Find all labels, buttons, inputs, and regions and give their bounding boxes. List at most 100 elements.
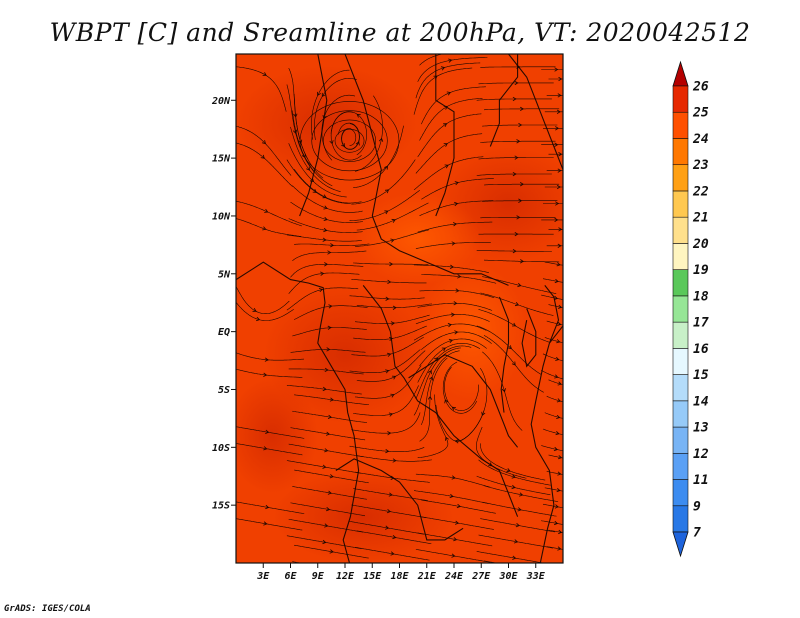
streamline — [236, 368, 303, 378]
streamline-arrow — [511, 322, 517, 327]
streamline — [548, 304, 563, 308]
streamline — [299, 101, 400, 181]
streamline-arrow — [387, 431, 392, 436]
streamline-arrow — [312, 189, 317, 193]
streamline-arrow — [517, 282, 522, 288]
streamline-arrow — [516, 215, 521, 220]
streamline — [546, 546, 563, 550]
streamline — [288, 519, 364, 533]
streamline-arrow — [451, 312, 456, 317]
streamline-arrow — [557, 243, 562, 248]
streamline-arrow — [390, 321, 395, 326]
streamline-arrow — [554, 278, 559, 284]
streamline — [286, 159, 351, 204]
streamline — [419, 98, 483, 141]
streamline — [482, 200, 558, 202]
streamline-arrow — [443, 143, 448, 147]
streamline — [353, 488, 428, 501]
plot-area — [236, 54, 563, 563]
streamline — [542, 278, 563, 283]
streamline — [236, 142, 293, 187]
streamline — [414, 264, 489, 273]
colorbar-label: 11 — [693, 473, 709, 488]
colorbar-label: 21 — [692, 211, 709, 226]
streamline-arrow — [452, 222, 458, 227]
shading-blob — [236, 65, 418, 182]
colorbar-label: 22 — [692, 184, 709, 199]
streamline-arrow — [515, 523, 520, 528]
streamline-arrow — [265, 504, 270, 510]
colorbar-segment — [672, 452, 689, 480]
streamline-arrow — [455, 288, 460, 293]
streamline — [413, 323, 487, 341]
streamline — [349, 521, 425, 535]
streamline-arrow — [451, 475, 456, 480]
streamline-arrow — [454, 330, 459, 335]
streamline-arrow — [386, 352, 392, 357]
streamline-arrow — [517, 507, 522, 512]
streamline-arrow — [512, 555, 517, 560]
streamline — [419, 338, 487, 367]
streamline-arrow — [512, 248, 517, 254]
streamline-arrow — [327, 325, 332, 330]
streamline — [546, 395, 563, 403]
streamline-arrow — [293, 113, 298, 118]
streamline — [454, 368, 488, 442]
streamline — [421, 86, 486, 125]
colorbar-segment — [672, 269, 689, 297]
streamline — [541, 445, 563, 452]
streamline-arrow — [326, 347, 331, 352]
streamline-arrow — [554, 67, 559, 72]
streamline — [476, 551, 545, 563]
streamline-arrow — [355, 141, 360, 146]
streamline — [480, 66, 556, 68]
streamline — [421, 331, 492, 350]
chart-title: WBPT [C] and Sreamline at 200hPa, VT: 20… — [49, 18, 751, 47]
streamline-arrow — [449, 264, 454, 269]
streamline-arrow — [444, 399, 449, 404]
streamline — [417, 302, 493, 311]
streamline — [286, 385, 362, 395]
streamline — [546, 471, 563, 475]
colorbar-label: 26 — [692, 80, 709, 95]
colorbar-segment — [672, 111, 689, 139]
streamline-arrow — [514, 155, 519, 160]
streamline-arrow — [386, 509, 391, 514]
streamline — [356, 303, 432, 309]
streamline — [236, 218, 302, 237]
streamline-arrow — [557, 321, 562, 326]
streamline — [413, 156, 484, 191]
streamline-arrow — [444, 164, 449, 169]
colorbar-label: 15 — [693, 368, 709, 383]
streamline — [419, 289, 495, 298]
streamline-arrow — [454, 520, 460, 525]
streamline — [480, 292, 554, 316]
x-tick-label: 21E — [417, 571, 437, 582]
streamline-arrow — [514, 80, 519, 86]
streamline — [292, 185, 363, 213]
streamline — [290, 502, 366, 517]
streamline — [353, 125, 404, 188]
streamline-arrow — [514, 302, 520, 307]
streamline — [476, 325, 542, 375]
streamline-arrow — [512, 96, 517, 102]
streamline — [442, 361, 477, 414]
streamline — [356, 530, 432, 544]
streamline-arrow — [384, 189, 390, 194]
streamline-arrow — [264, 208, 269, 213]
streamline-arrow — [385, 525, 390, 530]
coastline — [498, 296, 510, 413]
streamline-arrow — [301, 153, 306, 158]
streamline-arrow — [511, 361, 516, 366]
streamline-arrow — [392, 458, 397, 463]
streamline — [541, 520, 563, 525]
streamline — [354, 547, 430, 561]
streamline — [413, 347, 461, 416]
streamline-arrow — [554, 504, 559, 509]
streamline — [476, 475, 551, 496]
streamline — [482, 501, 557, 517]
streamline-arrow — [322, 194, 327, 199]
colorbar-label: 12 — [693, 447, 709, 462]
streamline — [480, 140, 556, 143]
streamline — [482, 124, 558, 127]
